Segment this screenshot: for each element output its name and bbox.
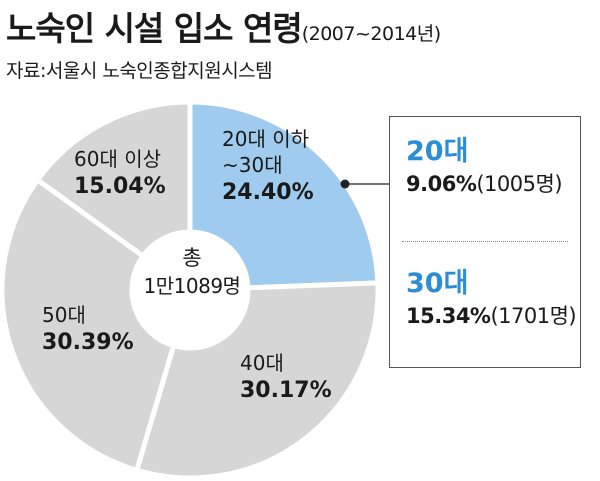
title-period: (2007~2014년) xyxy=(301,23,441,45)
breakdown-callout-box: 20대 9.06%(1005명) 30대 15.34%(1701명) xyxy=(389,116,581,368)
slice-50s xyxy=(0,176,177,474)
callout-30s: 30대 15.34%(1701명) xyxy=(406,267,577,331)
callout-30s-value: 15.34%(1701명) xyxy=(406,301,577,331)
callout-20s: 20대 9.06%(1005명) xyxy=(406,135,563,199)
callout-divider xyxy=(402,241,568,242)
callout-20s-pct: 9.06% xyxy=(406,172,477,196)
callout-30s-count: (1701명) xyxy=(490,304,577,328)
chart-source: 자료:서울시 노숙인종합지원시스템 xyxy=(6,60,273,82)
donut-center-total: 총 1만1089명 xyxy=(130,244,254,300)
chart-title: 노숙인 시설 입소 연령(2007~2014년) xyxy=(6,2,441,50)
slice-label-60s: 60대 이상 15.04% xyxy=(74,146,166,202)
title-main: 노숙인 시설 입소 연령 xyxy=(6,9,303,48)
callout-30s-name: 30대 xyxy=(406,268,469,299)
callout-leader-dot xyxy=(340,179,350,189)
slice-name: 50대 xyxy=(42,303,86,327)
center-total-value: 1만1089명 xyxy=(143,274,241,298)
slice-name: 60대 이상 xyxy=(74,147,162,171)
slice-value: 24.40% xyxy=(222,180,314,205)
slice-name: 20대 이하 xyxy=(222,127,310,151)
slice-label-20s-30s: 20대 이하 ~30대 24.40% xyxy=(222,126,314,208)
slice-value: 30.17% xyxy=(240,378,332,403)
slice-name-2: ~30대 xyxy=(222,153,283,177)
slice-value: 30.39% xyxy=(42,330,134,355)
slice-20s-30s xyxy=(187,99,381,291)
slice-value: 15.04% xyxy=(74,174,166,199)
slice-name: 40대 xyxy=(240,351,284,375)
callout-20s-value: 9.06%(1005명) xyxy=(406,169,563,199)
slice-40s xyxy=(133,280,381,481)
callout-30s-pct: 15.34% xyxy=(406,304,491,328)
slice-60s xyxy=(34,99,193,260)
center-total-label: 총 xyxy=(182,246,202,270)
slice-label-50s: 50대 30.39% xyxy=(42,302,134,358)
slice-label-40s: 40대 30.17% xyxy=(240,350,332,406)
callout-20s-name: 20대 xyxy=(406,136,469,167)
callout-20s-count: (1005명) xyxy=(476,172,563,196)
